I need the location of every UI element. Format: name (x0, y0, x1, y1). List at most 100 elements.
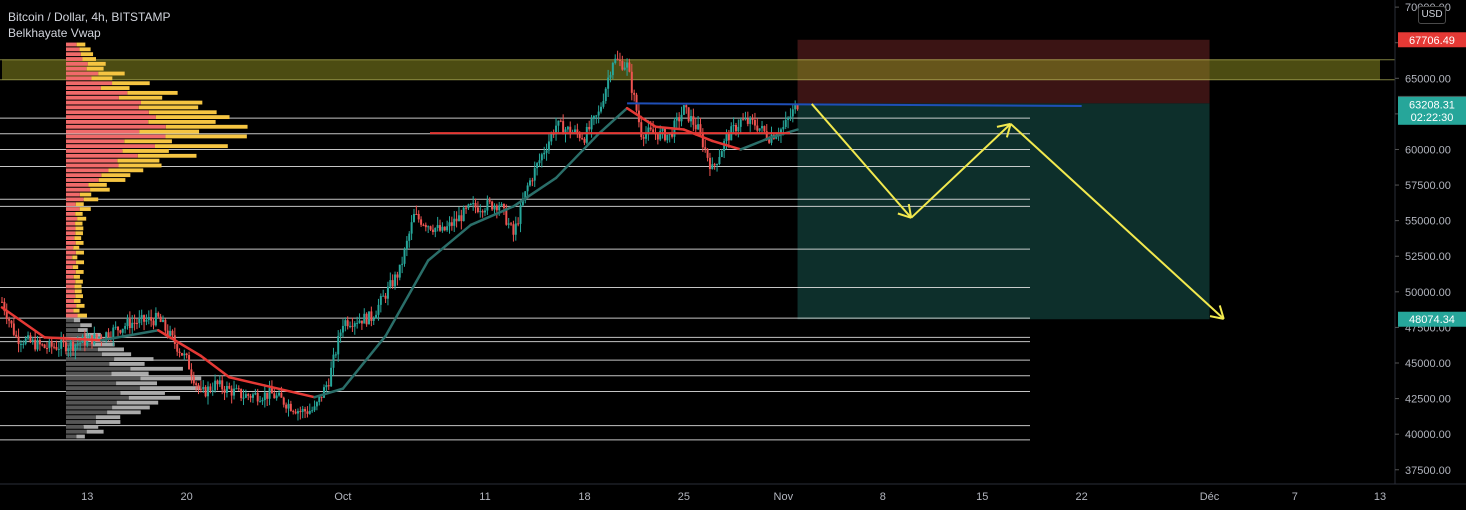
candle-body (5, 310, 8, 320)
candle-body (306, 411, 309, 414)
candle-body (138, 318, 141, 324)
volume-bar-up (75, 294, 83, 299)
candle-body (386, 286, 389, 299)
projection-arrow (1009, 123, 1225, 320)
candle-body (278, 392, 281, 396)
volume-bar-down (66, 303, 77, 308)
volume-bar-down (66, 149, 123, 153)
candle-body (247, 394, 250, 396)
candle-body (216, 380, 219, 385)
candle-body (633, 92, 636, 95)
currency-button[interactable]: USD (1418, 6, 1446, 24)
candle-body (145, 319, 148, 322)
volume-bar-up (75, 260, 85, 265)
candle-body (285, 404, 288, 409)
candle-body (467, 204, 470, 209)
candle-body (420, 219, 423, 225)
volume-bar-down (66, 415, 96, 420)
candle-body (287, 403, 290, 409)
volume-bar-up (75, 202, 84, 207)
x-tick-label: 11 (479, 491, 490, 503)
volume-bar-down (66, 328, 78, 332)
volume-bar-down (66, 86, 101, 90)
volume-bar-up (148, 120, 216, 124)
volume-bar-down (66, 115, 156, 120)
candle-body (185, 353, 188, 356)
volume-bar-down (66, 250, 76, 255)
volume-bar-up (128, 395, 181, 400)
candle-body (737, 126, 740, 132)
candle-body (282, 397, 285, 405)
candle-body (270, 388, 273, 394)
candle-body (206, 386, 209, 397)
volume-bar-down (66, 357, 115, 362)
candle-body (595, 115, 598, 117)
vwap-segment (512, 176, 558, 208)
candle-body (50, 341, 53, 347)
volume-bar-up (87, 61, 106, 66)
candle-body (713, 164, 716, 166)
y-tick-label: 45000.00 (1405, 358, 1451, 370)
candle-body (446, 226, 449, 231)
volume-bar-up (91, 76, 113, 81)
vwap-segment (654, 125, 686, 131)
candle-body (770, 134, 773, 143)
candle-body (550, 133, 553, 142)
price-tag (1398, 311, 1466, 327)
volume-bar-up (139, 386, 201, 391)
candle-body (112, 327, 115, 338)
candle-body (439, 225, 442, 231)
vwap-line (0, 102, 1082, 399)
candle-body (382, 295, 385, 297)
volume-bar-up (140, 100, 203, 105)
candle-body (233, 388, 236, 396)
candle-body (351, 325, 354, 327)
vwap-segment (43, 336, 103, 342)
candle-body (197, 384, 200, 389)
candle-body (43, 344, 46, 348)
arrow-head (907, 203, 913, 218)
candle-body (169, 330, 172, 337)
x-tick-label: 20 (181, 491, 193, 503)
candle-body (147, 317, 150, 320)
candle-body (417, 213, 420, 220)
candle-body (183, 353, 186, 356)
candle-body (384, 295, 387, 299)
candle-body (358, 320, 361, 323)
candle-body (396, 274, 399, 278)
indicator-name[interactable]: Belkhayate Vwap (8, 26, 101, 40)
volume-bar-down (66, 279, 76, 284)
candle-body (749, 117, 752, 124)
candle-body (341, 325, 344, 333)
candle-body (505, 207, 508, 225)
candle-body (164, 319, 167, 331)
candle-body (57, 348, 60, 350)
candle-body (53, 346, 56, 348)
volume-bar-down (66, 323, 81, 328)
candle-body (460, 215, 463, 222)
candle-body (244, 394, 247, 398)
candle-body (436, 225, 439, 228)
candle-body (152, 320, 155, 326)
candle-body (41, 344, 44, 346)
volume-bar-up (154, 144, 228, 149)
volume-bar-up (73, 299, 81, 303)
candle-body (211, 390, 214, 392)
volume-bar-up (75, 241, 84, 245)
volume-bar-up (74, 236, 82, 241)
candle-body (796, 104, 799, 110)
volume-bar-up (101, 173, 131, 178)
volume-bar-up (75, 221, 83, 226)
volume-bar-up (165, 124, 248, 129)
candle-body (573, 129, 576, 133)
candle-body (474, 203, 477, 208)
candle-body (557, 120, 560, 126)
volume-bar-down (66, 381, 117, 386)
candle-body (195, 383, 198, 385)
candle-body (398, 264, 401, 278)
volume-bar-down (66, 400, 117, 405)
y-tick-label: 55000.00 (1405, 216, 1451, 228)
symbol-title[interactable]: Bitcoin / Dollar, 4h, BITSTAMP (8, 10, 171, 24)
candle-body (304, 408, 307, 412)
